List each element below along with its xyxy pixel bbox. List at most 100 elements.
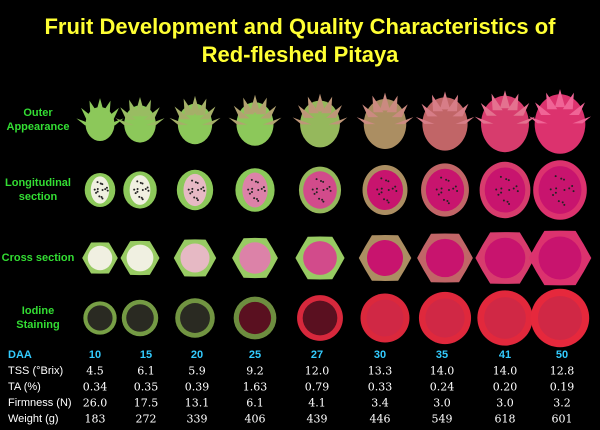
table-cell: 601 <box>551 412 573 426</box>
row-label: Iodine Staining <box>16 305 60 331</box>
bract <box>201 117 221 125</box>
table-cell: 6.1 <box>246 396 264 410</box>
seed <box>263 189 266 192</box>
seed <box>191 179 194 182</box>
seed <box>138 195 141 198</box>
bract <box>183 98 195 116</box>
table-cell: 3.0 <box>496 396 514 410</box>
bract <box>328 117 348 125</box>
seed <box>329 189 332 192</box>
row-label: Outer Appearance <box>6 107 70 133</box>
seed <box>328 185 331 188</box>
seed <box>386 199 389 202</box>
seed <box>497 193 500 196</box>
seed <box>571 185 574 188</box>
bract <box>135 96 145 115</box>
seed <box>447 179 450 182</box>
table-cell: 446 <box>369 412 391 426</box>
table-cell: 183 <box>84 412 106 426</box>
table-cell: 35 <box>435 349 449 361</box>
seed <box>563 189 566 191</box>
seed <box>500 187 503 190</box>
seed <box>146 186 149 189</box>
seed <box>563 203 566 206</box>
bract <box>386 95 398 113</box>
table-cell: 0.34 <box>82 380 108 394</box>
bract <box>307 96 319 114</box>
seed <box>383 198 386 201</box>
bract <box>452 103 469 117</box>
bract <box>446 94 459 112</box>
bract <box>174 106 191 120</box>
seed <box>568 187 571 190</box>
seed <box>191 187 194 190</box>
seed <box>385 179 388 182</box>
seed <box>96 190 99 193</box>
bract <box>362 104 379 118</box>
bract <box>431 94 444 112</box>
fruit-stain <box>180 303 210 333</box>
bract <box>190 95 200 114</box>
seed <box>133 188 136 191</box>
bract <box>440 91 450 110</box>
table-cell: 6.1 <box>137 364 155 378</box>
table-cell: 13.3 <box>367 364 393 378</box>
fruit-stain <box>87 305 113 331</box>
seed <box>319 180 322 183</box>
seed <box>500 191 503 194</box>
seed <box>505 178 508 181</box>
seed <box>200 187 203 190</box>
seed <box>141 189 144 191</box>
table-cell: 3.2 <box>553 396 571 410</box>
bract <box>262 117 282 125</box>
bract <box>415 116 435 124</box>
seed <box>563 178 566 181</box>
seed <box>376 188 379 191</box>
table-cell: 14.0 <box>429 364 455 378</box>
row-header: Weight (g) <box>8 413 59 425</box>
table-cell: 0.33 <box>367 380 393 394</box>
seed <box>141 198 144 201</box>
table-cell: 0.79 <box>304 380 330 394</box>
seed <box>255 198 258 201</box>
seed <box>380 177 383 180</box>
table-cell: 30 <box>373 349 387 361</box>
seed <box>554 175 557 178</box>
table-cell: 27 <box>310 349 324 361</box>
seed <box>147 189 150 192</box>
seed <box>193 196 196 199</box>
fruit-flesh <box>484 237 526 279</box>
seed <box>380 191 383 194</box>
seed <box>508 189 511 191</box>
table-cell: 12.0 <box>304 364 330 378</box>
seed <box>318 197 321 200</box>
seed <box>139 181 142 184</box>
bract <box>195 98 207 116</box>
fruit-stain <box>126 304 154 332</box>
seed <box>380 187 383 190</box>
seed <box>260 187 263 190</box>
seed <box>387 189 390 191</box>
bract <box>99 100 111 118</box>
seed <box>507 179 510 182</box>
seed <box>554 191 557 194</box>
seed <box>93 188 96 191</box>
bract <box>391 104 408 118</box>
title: Red-fleshed Pitaya <box>201 42 399 67</box>
table-cell: 0.39 <box>184 380 210 394</box>
bract <box>298 105 315 118</box>
seed <box>254 180 257 183</box>
seed <box>311 188 314 191</box>
seed <box>257 189 260 191</box>
seed <box>196 199 199 202</box>
bract <box>250 94 260 113</box>
table-cell: 5.9 <box>188 364 206 378</box>
title: Fruit Development and Quality Characteri… <box>44 14 556 39</box>
table-cell: 12.8 <box>549 364 575 378</box>
seed <box>253 197 256 200</box>
bract <box>507 93 519 111</box>
table-cell: 10 <box>88 349 102 361</box>
row-header: TA (%) <box>8 381 41 393</box>
table-cell: 1.63 <box>242 380 268 394</box>
